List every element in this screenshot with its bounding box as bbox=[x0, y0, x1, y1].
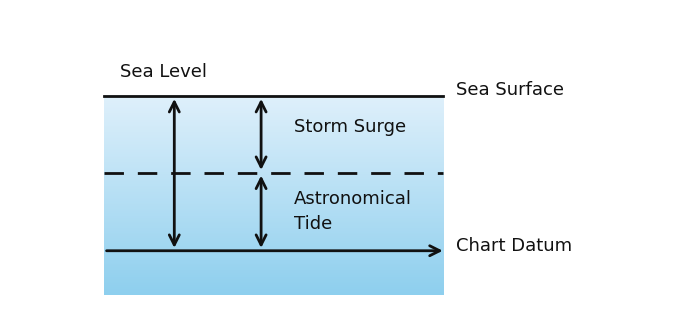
Text: Astronomical
Tide: Astronomical Tide bbox=[294, 190, 412, 233]
Text: Storm Surge: Storm Surge bbox=[294, 118, 406, 136]
Text: Chart Datum: Chart Datum bbox=[456, 237, 573, 255]
Text: Sea Level: Sea Level bbox=[120, 63, 207, 81]
Text: Sea Surface: Sea Surface bbox=[456, 81, 564, 99]
